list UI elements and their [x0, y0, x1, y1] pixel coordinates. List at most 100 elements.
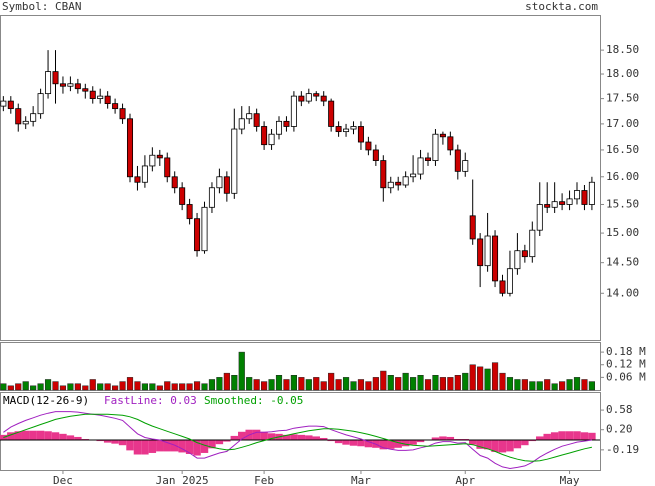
- volume-bar: [529, 381, 536, 391]
- candle-body: [7, 100, 14, 110]
- candle-body: [462, 160, 469, 172]
- volume-bar: [380, 370, 387, 391]
- volume-bar: [164, 381, 171, 391]
- volume-bar: [544, 379, 551, 391]
- volume-bar: [566, 379, 573, 391]
- volume-bar: [469, 364, 476, 391]
- y-tick-label: 0.20: [606, 423, 633, 436]
- macd-histogram-bar: [558, 431, 566, 441]
- macd-histogram-bar: [163, 440, 171, 452]
- volume-bar: [342, 377, 350, 391]
- candle-body: [52, 71, 59, 85]
- candle-body: [238, 118, 245, 130]
- macd-histogram-bar: [476, 440, 484, 449]
- volume-bar: [74, 383, 81, 391]
- volume-bar: [521, 379, 528, 391]
- macd-histogram-bar: [364, 440, 373, 448]
- candle-body: [134, 176, 141, 183]
- macd-histogram-bar: [461, 439, 469, 441]
- candle-body: [320, 95, 327, 102]
- candle-body: [380, 160, 387, 189]
- macd-histogram-bar: [208, 440, 216, 449]
- volume-bar: [402, 372, 409, 391]
- candle-body: [424, 157, 432, 161]
- candle-body: [328, 100, 335, 127]
- macd-title: MACD(12-26-9): [3, 394, 89, 407]
- macd-histogram-bar: [528, 440, 537, 442]
- macd-histogram-bar: [230, 435, 239, 441]
- macd-histogram-bar: [156, 440, 164, 452]
- macd-histogram-bar: [126, 440, 134, 451]
- volume-bar: [588, 381, 595, 391]
- candle-body: [268, 133, 275, 146]
- volume-bar: [298, 377, 305, 391]
- macd-histogram-bar: [297, 434, 306, 441]
- macd-histogram-bar: [141, 440, 149, 455]
- macd-histogram-bar: [498, 440, 507, 453]
- candle-body: [171, 176, 178, 189]
- volume-bar: [149, 383, 156, 391]
- candle-body: [223, 176, 230, 194]
- macd-histogram-bar: [491, 440, 499, 452]
- macd-histogram-bar: [252, 429, 261, 441]
- candle-body: [343, 128, 350, 133]
- candle-body: [410, 173, 417, 178]
- macd-histogram-bar: [446, 436, 455, 441]
- macd-histogram-bar: [513, 440, 522, 449]
- macd-histogram-bar: [468, 440, 477, 445]
- macd-histogram-bar: [44, 431, 52, 441]
- macd-histogram-bar: [185, 440, 194, 454]
- macd-histogram-bar: [215, 440, 224, 445]
- macd-histogram-bar: [103, 440, 112, 443]
- x-tick-label: Apr: [455, 474, 475, 486]
- candle-body: [402, 176, 409, 186]
- candle-body: [208, 187, 215, 208]
- candle-body: [156, 154, 163, 159]
- candle-body: [372, 149, 379, 161]
- volume-bar: [290, 375, 297, 391]
- volume-bar: [514, 379, 521, 391]
- volume-bar: [0, 383, 7, 391]
- legend-fastline: FastLine: 0.03: [104, 394, 197, 407]
- macd-histogram-bar: [118, 440, 127, 446]
- candle-body: [492, 235, 499, 282]
- volume-bar: [30, 385, 37, 391]
- macd-histogram-bar: [319, 437, 328, 441]
- volume-bar: [499, 372, 506, 391]
- volume-bar: [89, 379, 96, 391]
- volume-bar: [179, 383, 186, 391]
- y-tick-label: 14.00: [606, 286, 639, 299]
- candle-body: [588, 181, 595, 205]
- candle-body: [216, 176, 223, 189]
- y-tick-label: 17.50: [606, 92, 639, 105]
- macd-histogram-bar: [74, 436, 82, 441]
- macd-histogram-bar: [379, 440, 388, 450]
- volume-bar: [320, 381, 327, 391]
- candle-body: [179, 187, 186, 205]
- candle-body: [335, 126, 342, 133]
- candle-body: [566, 198, 573, 205]
- candle-body: [395, 181, 402, 186]
- volume-bar: [231, 375, 238, 391]
- macd-histogram-bar: [357, 440, 365, 447]
- x-tick-label: Mar: [351, 474, 371, 486]
- macd-histogram-bar: [565, 431, 574, 441]
- volume-bar: [193, 381, 201, 391]
- macd-histogram-bar: [342, 440, 350, 445]
- volume-bar: [253, 379, 260, 391]
- volume-bar: [223, 372, 230, 391]
- x-tick-label: Feb: [254, 474, 274, 486]
- candle-body: [82, 88, 89, 92]
- source: stockta.com: [525, 0, 598, 13]
- volume-bar: [216, 377, 223, 391]
- candle-body: [283, 120, 290, 127]
- macd-histogram-bar: [454, 439, 462, 441]
- candle-body: [30, 113, 37, 122]
- macd-histogram-bar: [29, 430, 37, 441]
- volume-bar: [491, 362, 499, 391]
- macd-histogram-bar: [312, 436, 320, 441]
- candle-body: [447, 136, 454, 151]
- macd-histogram-bar: [416, 440, 425, 443]
- candle-body: [559, 201, 566, 205]
